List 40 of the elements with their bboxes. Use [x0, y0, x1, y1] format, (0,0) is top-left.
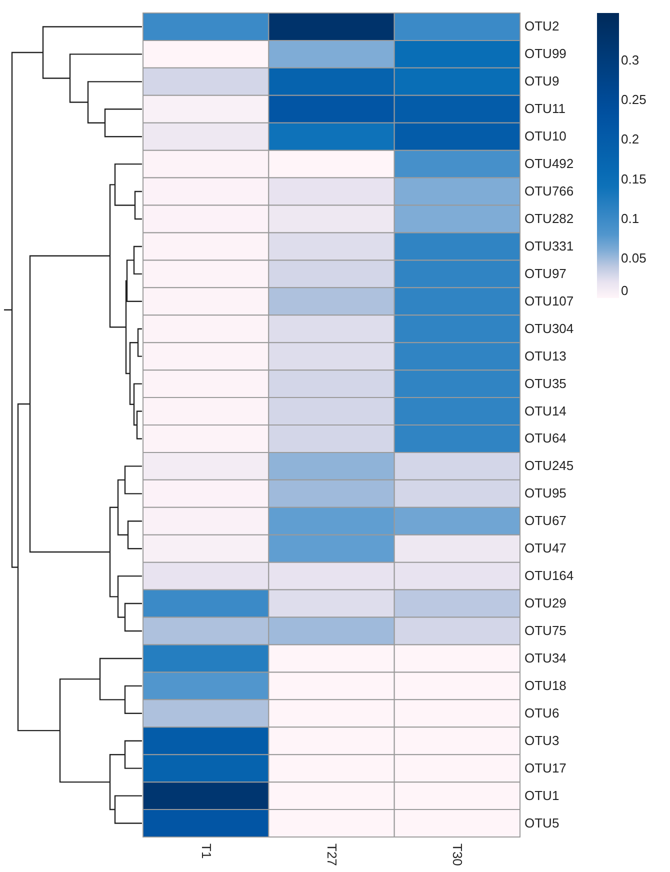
- y-tick-label: OTU1: [524, 788, 560, 803]
- y-tick-label: OTU18: [524, 678, 566, 693]
- y-tick-label: OTU95: [524, 486, 566, 501]
- y-tick-label: OTU331: [524, 238, 574, 254]
- y-tick-label: OTU29: [524, 596, 566, 611]
- y-tick-label: OTU17: [524, 760, 566, 776]
- y-tick-label: OTU13: [524, 348, 566, 364]
- color-bar-label: 0.25: [621, 92, 646, 108]
- y-tick-label: OTU10: [524, 128, 566, 144]
- y-tick-label: OTU64: [524, 430, 566, 446]
- y-tick-label: OTU245: [524, 458, 574, 474]
- color-bar-label: 0.05: [621, 250, 646, 266]
- y-tick-label: OTU11: [524, 101, 566, 116]
- y-tick-label: OTU2: [524, 18, 560, 34]
- y-tick-label: OTU6: [524, 705, 560, 720]
- y-tick-label: OTU47: [524, 540, 566, 556]
- color-bar-label: 0.3: [621, 52, 640, 68]
- y-tick-label: OTU9: [524, 74, 560, 89]
- x-tick-label: T27: [324, 844, 340, 866]
- color-bar-label: 0.15: [621, 171, 646, 186]
- y-tick-label: OTU492: [524, 156, 574, 172]
- y-tick-label: OTU97: [524, 266, 566, 281]
- color-bar-label: 0.1: [621, 210, 640, 226]
- color-bar-label: 0: [621, 283, 628, 298]
- y-tick-label: OTU67: [524, 513, 566, 528]
- x-tick-label: T30: [450, 844, 466, 866]
- y-tick-label: OTU282: [524, 211, 574, 226]
- y-tick-label: OTU35: [524, 376, 566, 391]
- y-tick-label: OTU107: [524, 293, 574, 308]
- y-tick-label: OTU75: [524, 623, 566, 638]
- y-tick-label: OTU34: [524, 650, 566, 666]
- y-tick-label: OTU99: [524, 46, 566, 62]
- color-bar-label: 0.2: [621, 132, 640, 147]
- y-tick-label: OTU14: [524, 403, 566, 418]
- y-tick-label: OTU164: [524, 568, 574, 584]
- y-tick-label: OTU3: [524, 732, 560, 748]
- y-tick-label: OTU766: [524, 184, 574, 199]
- y-tick-label: OTU5: [524, 815, 560, 830]
- x-tick-label: T1: [198, 844, 214, 859]
- y-tick-label: OTU304: [524, 320, 574, 336]
